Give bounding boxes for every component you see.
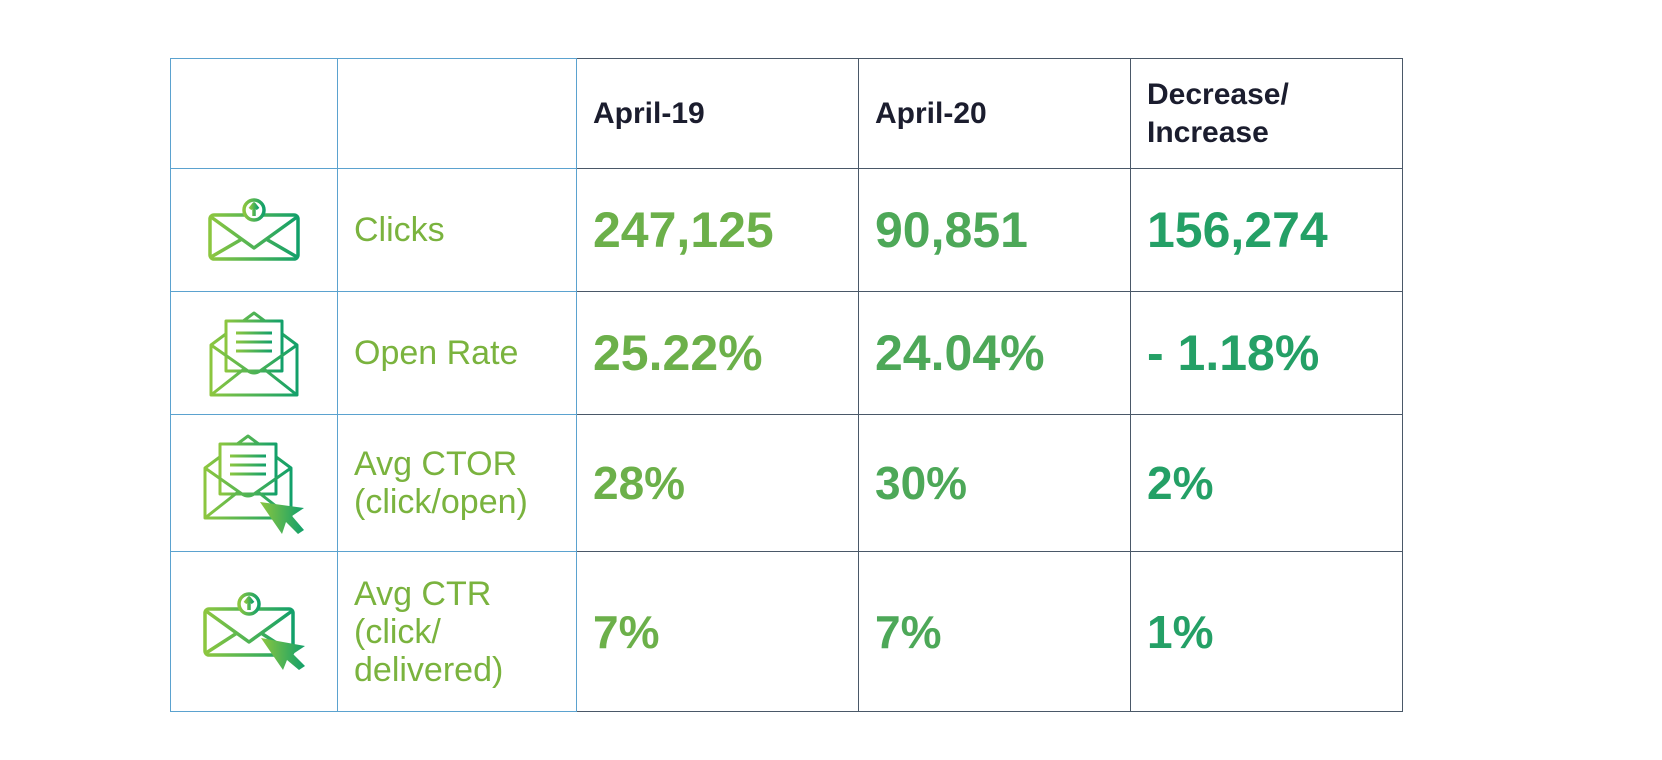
header-row: April-19 April-20 Decrease/Increase [170, 58, 1403, 169]
metric-label: Clicks [337, 168, 577, 292]
april-20-value: 7% [858, 551, 1131, 712]
header-change-line1: Decrease/ [1147, 77, 1289, 111]
change-value: - 1.18% [1130, 291, 1403, 415]
april-19-value: 7% [576, 551, 859, 712]
icon-cell [170, 414, 338, 552]
metric-label: Avg CTOR (click/open) [337, 414, 577, 552]
open-envelope-cursor-icon [203, 434, 304, 534]
header-change-line2: Increase [1147, 115, 1269, 149]
metrics-table: April-19 April-20 Decrease/Increase Clic… [170, 58, 1403, 712]
april-20-value: 90,851 [858, 168, 1131, 292]
metric-label: Open Rate [337, 291, 577, 415]
april-20-value: 30% [858, 414, 1131, 552]
header-april-20: April-20 [858, 58, 1131, 169]
change-value: 2% [1130, 414, 1403, 552]
header-change: Decrease/Increase [1130, 58, 1403, 169]
change-value: 1% [1130, 551, 1403, 712]
april-19-value: 247,125 [576, 168, 859, 292]
envelope-upload-cursor-icon [203, 591, 305, 670]
header-april-19: April-19 [576, 58, 859, 169]
metric-label: Avg CTR (click/delivered) [337, 551, 577, 712]
april-19-value: 28% [576, 414, 859, 552]
metric-label-sub: (click/ [354, 612, 441, 651]
metric-label-sub: (click/open) [354, 483, 528, 521]
header-cell-icon [170, 58, 338, 169]
table-row: Clicks 247,125 90,851 156,274 [170, 168, 1403, 292]
april-20-value: 24.04% [858, 291, 1131, 415]
april-19-value: 25.22% [576, 291, 859, 415]
icon-cell [170, 168, 338, 292]
header-cell-metric [337, 58, 577, 169]
metric-label-main: Avg CTR [354, 574, 492, 613]
table-row: Avg CTR (click/delivered) 7% 7% 1% [170, 551, 1403, 712]
icon-cell [170, 551, 338, 712]
metric-label-main: Avg CTOR [354, 445, 518, 483]
metric-label-sub2: delivered) [354, 650, 504, 689]
table-row: Open Rate 25.22% 24.04% - 1.18% [170, 291, 1403, 415]
open-envelope-letter-icon [209, 311, 299, 397]
envelope-upload-icon [208, 198, 300, 261]
change-value: 156,274 [1130, 168, 1403, 292]
icon-cell [170, 291, 338, 415]
table-row: Avg CTOR (click/open) 28% 30% 2% [170, 414, 1403, 552]
